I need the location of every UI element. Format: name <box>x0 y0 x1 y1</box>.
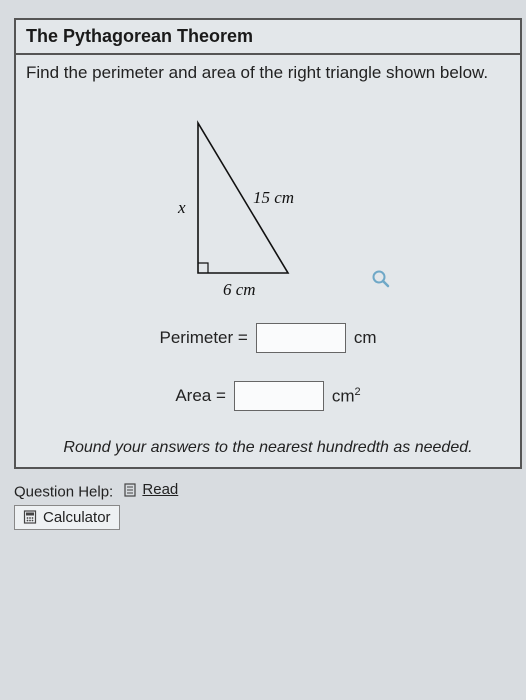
calculator-button[interactable]: Calculator <box>14 505 120 530</box>
triangle-svg: x 15 cm 6 cm <box>138 103 398 303</box>
question-help-label: Question Help: <box>14 484 113 501</box>
perimeter-label: Perimeter = <box>159 328 247 348</box>
document-icon <box>123 483 137 497</box>
triangle-figure: x 15 cm 6 cm <box>26 103 510 303</box>
question-panel: The Pythagorean Theorem Find the perimet… <box>14 18 522 469</box>
perimeter-unit: cm <box>354 328 377 348</box>
right-angle-mark <box>198 263 208 273</box>
area-input[interactable] <box>234 381 324 411</box>
calculator-label: Calculator <box>43 509 111 526</box>
question-help-row: Question Help: Read <box>14 481 522 501</box>
calculator-icon <box>23 510 37 524</box>
read-link[interactable]: Read <box>123 481 178 498</box>
perimeter-input[interactable] <box>256 323 346 353</box>
area-row: Area = cm2 <box>175 381 360 411</box>
read-link-label: Read <box>142 481 178 498</box>
label-base: 6 cm <box>223 280 256 299</box>
area-unit: cm2 <box>332 386 361 407</box>
instruction-text: Find the perimeter and area of the right… <box>26 63 510 83</box>
label-x: x <box>177 198 186 217</box>
area-unit-base: cm <box>332 386 355 405</box>
label-hypotenuse: 15 cm <box>253 188 294 207</box>
area-label: Area = <box>175 386 226 406</box>
panel-title: The Pythagorean Theorem <box>16 20 520 55</box>
perimeter-row: Perimeter = cm <box>159 323 376 353</box>
magnify-icon[interactable] <box>372 270 390 293</box>
answer-section: Perimeter = cm Area = cm2 <box>26 323 510 411</box>
panel-body: Find the perimeter and area of the right… <box>16 55 520 467</box>
rounding-note: Round your answers to the nearest hundre… <box>26 439 510 457</box>
area-unit-exp: 2 <box>355 386 361 398</box>
